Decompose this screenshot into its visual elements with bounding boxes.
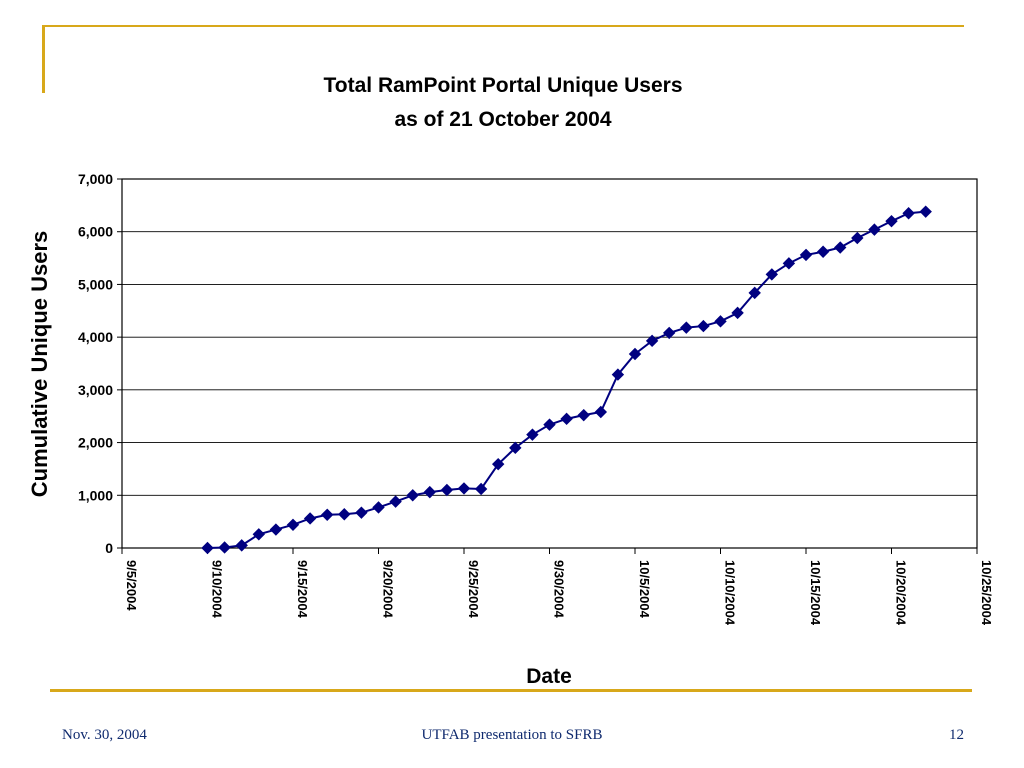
data-point [389, 495, 402, 508]
data-point [628, 347, 642, 361]
footer-page-number: 12 [949, 727, 964, 743]
y-tick-label: 7,000 [78, 171, 113, 187]
data-point [423, 485, 437, 499]
data-point [902, 207, 915, 220]
data-point [320, 508, 334, 521]
data-point [697, 319, 710, 333]
data-point [731, 306, 744, 320]
chart-title-line2: as of 21 October 2004 [394, 108, 611, 131]
accent-rule-top [42, 25, 964, 27]
data-point [748, 286, 761, 300]
data-point [782, 257, 796, 270]
footer-date: Nov. 30, 2004 [62, 727, 147, 743]
line-chart: Total RamPoint Portal Unique Users as of… [27, 74, 994, 688]
y-axis-label: Cumulative Unique Users [27, 231, 52, 498]
data-point [526, 428, 539, 441]
x-tick-label: 9/10/2004 [210, 560, 225, 619]
y-tick-label: 0 [105, 540, 113, 556]
data-point [235, 539, 248, 552]
data-point [833, 241, 847, 254]
x-tick-label: 9/15/2004 [295, 560, 310, 619]
accent-rule-bottom [50, 689, 972, 692]
data-point [577, 408, 590, 422]
chart-title-line1: Total RamPoint Portal Unique Users [324, 74, 683, 97]
data-point [372, 501, 385, 514]
x-tick-label: 9/20/2004 [381, 560, 396, 619]
data-point [765, 268, 779, 281]
y-tick-label: 3,000 [78, 382, 113, 398]
data-point [714, 315, 727, 328]
data-point [594, 405, 608, 419]
data-point [201, 541, 214, 555]
data-point [509, 441, 522, 455]
y-tick-label: 2,000 [78, 435, 113, 451]
data-point [680, 321, 693, 334]
data-point [355, 506, 368, 519]
x-tick-label: 9/5/2004 [124, 560, 139, 611]
data-point [457, 482, 471, 495]
data-point [543, 418, 556, 431]
y-tick-label: 5,000 [78, 276, 113, 292]
x-tick-label: 9/25/2004 [466, 560, 481, 619]
accent-bar-vertical [42, 25, 45, 93]
x-tick-label: 10/10/2004 [723, 560, 738, 626]
x-tick-label: 10/20/2004 [894, 560, 909, 626]
footer-title: UTFAB presentation to SFRB [421, 727, 603, 743]
data-point [218, 541, 231, 554]
data-point [303, 512, 317, 525]
data-point [440, 483, 454, 497]
data-point [868, 223, 881, 236]
data-point [611, 368, 625, 381]
x-tick-label: 9/30/2004 [552, 560, 567, 619]
data-point [406, 489, 419, 502]
plot-area [121, 178, 978, 549]
x-tick-label: 10/5/2004 [637, 560, 652, 619]
data-point [645, 334, 659, 348]
y-tick-label: 1,000 [78, 487, 113, 503]
data-point [474, 482, 488, 496]
x-tick-label: 10/15/2004 [808, 560, 823, 626]
data-point [491, 457, 505, 471]
x-tick-label: 10/25/2004 [979, 560, 994, 626]
data-point [560, 412, 573, 426]
data-point [885, 214, 898, 228]
data-point [799, 248, 813, 262]
data-point [286, 518, 300, 532]
x-axis-label: Date [526, 665, 572, 688]
data-point [919, 205, 932, 218]
y-tick-label: 6,000 [78, 224, 113, 240]
data-point [662, 326, 676, 340]
data-point [816, 245, 830, 258]
data-point [269, 523, 283, 536]
data-point [338, 508, 351, 521]
data-point [252, 528, 266, 541]
data-point [851, 231, 864, 245]
y-tick-label: 4,000 [78, 329, 113, 345]
